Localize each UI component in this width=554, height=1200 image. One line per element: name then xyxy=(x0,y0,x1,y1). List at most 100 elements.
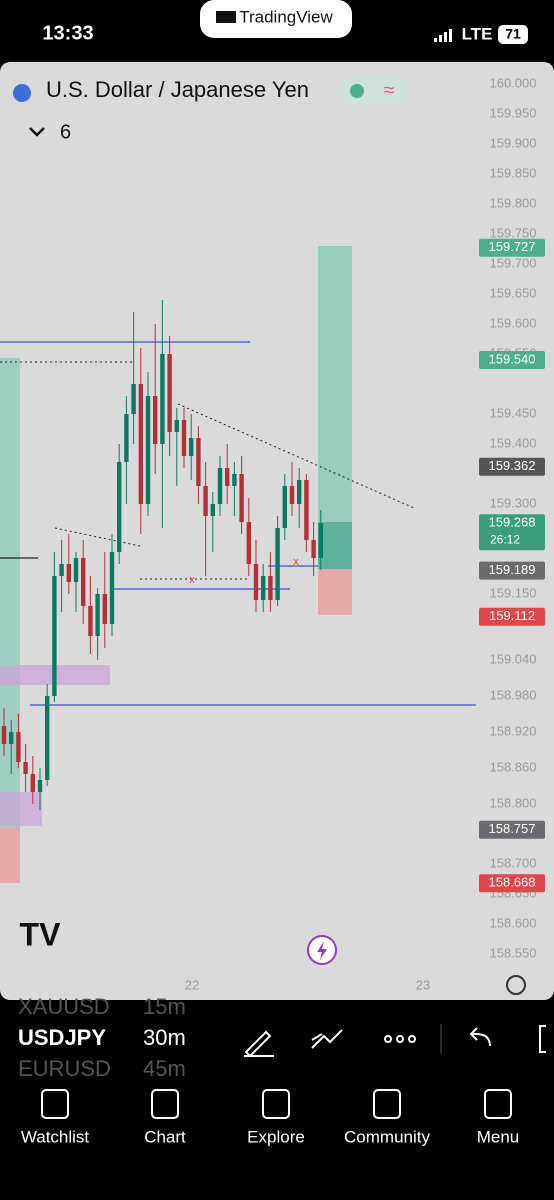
symbol-option[interactable]: EURUSD xyxy=(18,1056,111,1081)
candle-body xyxy=(37,780,43,792)
banner-text: TradingView xyxy=(239,7,333,26)
candles xyxy=(1,300,323,810)
candle-body xyxy=(196,438,201,486)
time-tick-label: 23 xyxy=(416,977,430,992)
tv-logo: TV xyxy=(20,916,62,952)
nav-label[interactable]: Explore xyxy=(247,1127,305,1146)
candle-body xyxy=(225,468,230,486)
candle-body xyxy=(181,420,187,456)
price-badge-label: 159.362 xyxy=(489,458,536,473)
price-badge xyxy=(479,874,545,893)
price-badge-label: 159.727 xyxy=(489,239,536,254)
price-badge-label: 159.189 xyxy=(489,562,536,577)
candle-body xyxy=(138,384,143,504)
price-axis: 160.000 159.950 159.900 159.850 159.800 159.7… xyxy=(479,75,545,960)
signal xyxy=(434,29,452,42)
candle-body xyxy=(304,480,309,540)
candle-body xyxy=(189,438,194,456)
candle-body xyxy=(102,594,107,624)
active-interval[interactable]: 30m xyxy=(143,1025,186,1050)
draw-tool[interactable] xyxy=(244,1030,274,1058)
status-pill[interactable] xyxy=(338,76,408,106)
interval-option[interactable]: 45m xyxy=(143,1056,186,1081)
banner-pill xyxy=(200,0,352,38)
candle-body xyxy=(253,564,259,600)
candle-body xyxy=(117,462,122,552)
price-badge xyxy=(479,561,545,580)
undo-button[interactable] xyxy=(469,1027,491,1047)
battery-level: 71 xyxy=(505,26,521,42)
price-tick-label: 158.700 xyxy=(490,855,537,870)
candle-body xyxy=(66,564,71,582)
price-tick-label: 159.850 xyxy=(490,165,537,180)
symbol-title: U.S. Dollar / Japanese Yen xyxy=(46,77,309,102)
indicators-toggle[interactable] xyxy=(29,127,45,137)
price-tick-label: 159.800 xyxy=(490,195,537,210)
candle-body xyxy=(23,762,28,774)
nav-icon xyxy=(41,1089,69,1119)
candle-body xyxy=(73,558,79,582)
countdown: 26:12 xyxy=(490,532,520,546)
drawings: x x xyxy=(0,246,476,883)
candle-body xyxy=(95,594,100,636)
candle-body xyxy=(311,540,316,558)
price-tick-label: 159.750 xyxy=(490,225,537,240)
price-tick-label: 159.950 xyxy=(490,105,537,120)
fullscreen-button[interactable] xyxy=(539,1025,546,1053)
candle-body xyxy=(88,606,93,636)
nav-label[interactable]: Watchlist xyxy=(21,1127,90,1146)
candle-body xyxy=(203,486,208,516)
price-badge-label: 159.540 xyxy=(489,351,536,366)
price-tick-label: 158.600 xyxy=(490,915,537,930)
candle-body xyxy=(52,576,57,696)
price-tick-label: 158.920 xyxy=(490,723,537,738)
wave-icon: ≈ xyxy=(384,79,395,101)
active-symbol[interactable]: USDJPY xyxy=(18,1025,106,1050)
interval-option[interactable]: 15m xyxy=(143,994,186,1019)
price-badge-label: 158.668 xyxy=(489,875,536,890)
candle-body xyxy=(30,774,35,792)
candle-body xyxy=(145,396,151,504)
flash-icon xyxy=(317,941,327,960)
nav-label[interactable]: Chart xyxy=(144,1127,186,1146)
price-tick-label: 159.300 xyxy=(490,495,537,510)
price-badge xyxy=(479,351,545,369)
trend-tool[interactable] xyxy=(311,1029,343,1049)
candle-body xyxy=(261,576,266,600)
candle-body xyxy=(81,558,86,606)
nav-label[interactable]: Community xyxy=(344,1127,430,1146)
candle-body xyxy=(174,420,179,432)
candle-body xyxy=(282,486,287,528)
settings-button[interactable] xyxy=(506,975,526,995)
svg-text:x: x xyxy=(293,556,299,568)
price-badge-label: 158.757 xyxy=(489,821,536,836)
candle-body xyxy=(59,564,64,576)
candle-body xyxy=(239,474,244,522)
price-badge xyxy=(479,457,545,476)
more-button[interactable] xyxy=(384,1035,416,1043)
candle-body xyxy=(217,468,223,504)
candle-body xyxy=(131,384,136,414)
candle-body xyxy=(232,474,237,486)
nav-bar: Watchlist Chart Explore Community Menu xyxy=(21,1089,520,1146)
candle-body xyxy=(124,414,129,462)
candle-body xyxy=(210,504,215,516)
time-axis: 22 23 xyxy=(185,977,430,992)
price-tick-label: 158.550 xyxy=(490,945,537,960)
flag-icon xyxy=(13,84,31,102)
price-tick-label: 158.860 xyxy=(490,759,537,774)
candle-body xyxy=(268,576,273,600)
nav-label[interactable]: Menu xyxy=(477,1127,520,1146)
candle-body xyxy=(153,396,158,444)
candle-body xyxy=(109,552,115,624)
candle-body xyxy=(1,726,7,744)
nav-icon xyxy=(151,1089,179,1119)
market-open-dot xyxy=(350,84,364,98)
candle-body xyxy=(16,732,21,762)
price-badge xyxy=(479,607,545,626)
symbol-option[interactable]: XAUUSD xyxy=(18,994,110,1019)
candle-body xyxy=(45,696,50,780)
candle-body xyxy=(318,523,323,558)
